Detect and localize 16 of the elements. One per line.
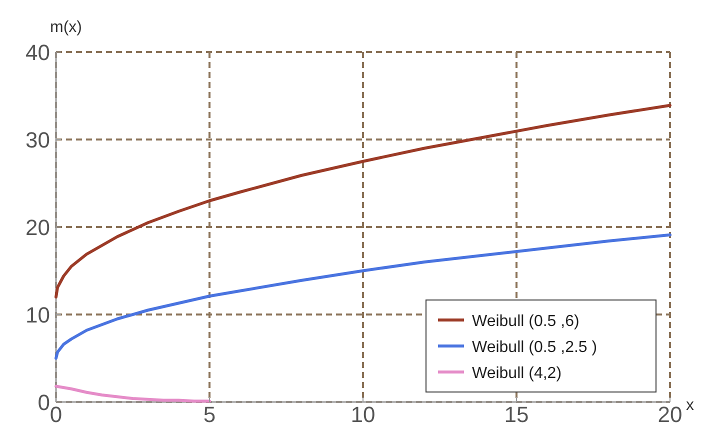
y-tick-label: 40 bbox=[26, 40, 50, 65]
line-series bbox=[54, 384, 211, 403]
y-tick-label: 30 bbox=[26, 128, 50, 152]
x-tick-label: 10 bbox=[350, 402, 376, 427]
line-series bbox=[54, 104, 672, 298]
legend-label: Weibull (0.5 ,6) bbox=[472, 313, 580, 330]
y-tick-label: 20 bbox=[26, 215, 50, 240]
legend-label: Weibull (4,2) bbox=[472, 365, 562, 382]
y-tick-label: 10 bbox=[26, 302, 50, 328]
y-axis-title: m(x) bbox=[50, 19, 82, 36]
line-series bbox=[54, 233, 672, 360]
x-tick-label: 15 bbox=[504, 402, 529, 427]
legend-label: Weibull (0.5 ,2.5 ) bbox=[472, 339, 598, 356]
x-axis-title: x bbox=[686, 397, 694, 414]
x-tick-label: 5 bbox=[203, 402, 216, 427]
x-tick-label: 20 bbox=[658, 402, 682, 427]
